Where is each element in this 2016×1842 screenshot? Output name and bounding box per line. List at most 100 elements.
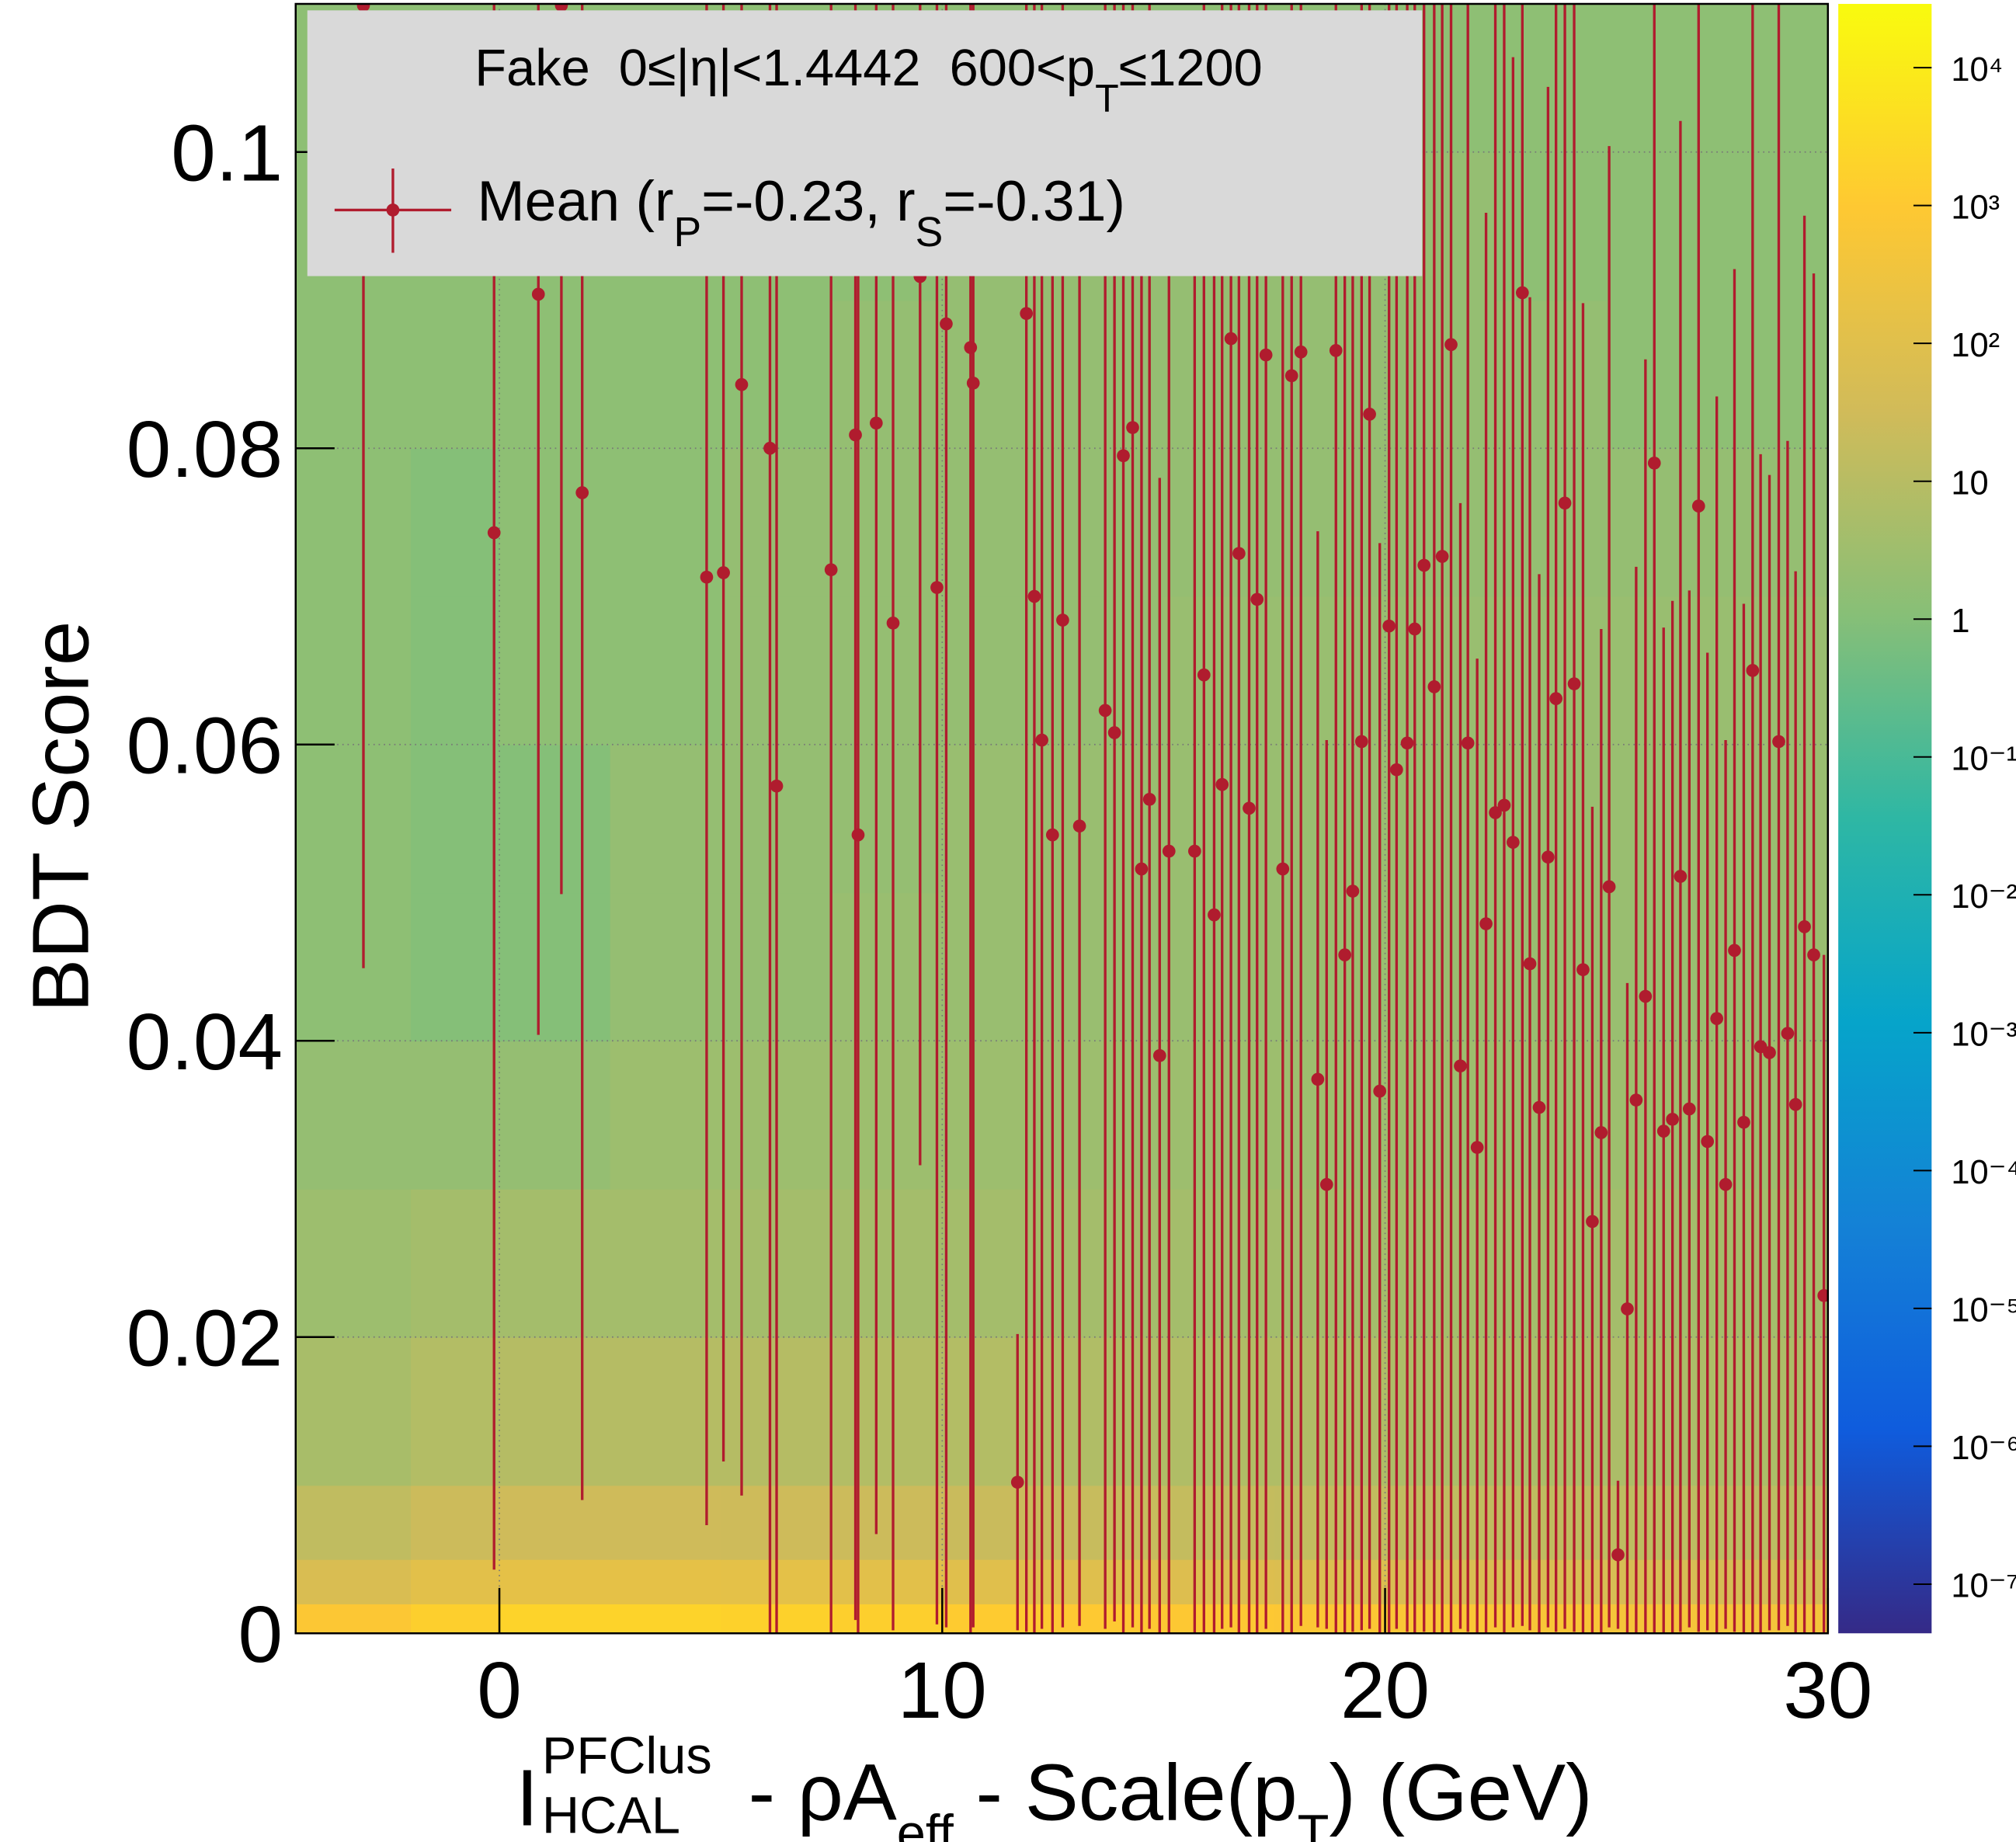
heat-cell <box>610 1041 722 1190</box>
heat-cell <box>1606 892 1719 1042</box>
heat-cell <box>295 1604 412 1634</box>
x-axis-title-part: - ρA <box>726 1747 897 1837</box>
heat-cell <box>831 1336 944 1486</box>
mean-point <box>1549 692 1563 705</box>
heat-cell <box>1052 300 1165 450</box>
heat-cell <box>411 1485 500 1560</box>
mean-point <box>1728 944 1741 957</box>
mean-point <box>1532 1100 1546 1114</box>
heat-cell <box>295 1559 412 1604</box>
mean-point <box>554 4 568 12</box>
mean-point <box>575 486 589 499</box>
legend-title: Fake 0≤|η|<1.4442 600<pT≤1200 <box>474 40 1262 120</box>
mean-point <box>1470 1141 1484 1154</box>
heat-cell <box>295 744 412 894</box>
mean-point <box>1135 862 1149 876</box>
mean-point <box>1576 963 1590 977</box>
heat-cell <box>411 448 500 597</box>
mean-point <box>1035 733 1048 747</box>
x-axis-title-sup: PFClus <box>542 1728 712 1785</box>
mean-point <box>930 581 944 594</box>
mean-point <box>1284 369 1298 383</box>
mean-point <box>1400 736 1414 750</box>
heat-cell <box>831 1189 944 1338</box>
heat-cell <box>1052 1604 1165 1634</box>
heat-cell <box>295 1041 412 1190</box>
mean-point <box>1045 828 1059 842</box>
heat-cell <box>411 1041 500 1190</box>
heat-cell <box>1606 596 1719 745</box>
mean-point <box>1454 1059 1467 1073</box>
heat-cell <box>942 448 1054 597</box>
heat-cell <box>831 596 944 745</box>
heat-cell <box>499 300 611 450</box>
heat-cell <box>1052 448 1165 597</box>
mean-point <box>1479 917 1493 930</box>
heat-cell <box>1606 1336 1719 1486</box>
heat-cell <box>1606 448 1719 597</box>
heat-cell <box>942 892 1054 1042</box>
heat-cell <box>411 744 500 894</box>
heat-cell <box>411 1189 500 1338</box>
mean-point <box>1461 736 1475 750</box>
heat-cell <box>295 892 412 1042</box>
mean-point <box>1243 801 1256 815</box>
x-tick-label: 10 <box>898 1645 987 1735</box>
mean-point <box>1311 1072 1325 1086</box>
mean-point <box>770 779 784 793</box>
y-tick-label: 0.08 <box>127 404 283 494</box>
legend-title-part: Fake 0≤|η|<1.4442 600<p <box>474 40 1095 97</box>
color-bar-label: 10² <box>1951 327 2000 364</box>
heat-cell <box>499 1041 611 1190</box>
heat-cell <box>831 1041 944 1190</box>
heat-cell <box>1606 151 1719 301</box>
heat-cell <box>295 1336 412 1486</box>
y-axis-title: BDT Score <box>16 621 106 1013</box>
x-tick-label: 0 <box>477 1645 522 1735</box>
x-tick-label: 30 <box>1783 1645 1872 1735</box>
heat-cell <box>499 892 611 1042</box>
mean-point <box>1027 589 1041 603</box>
heat-cell <box>499 1189 611 1338</box>
mean-point <box>1674 870 1688 883</box>
mean-point <box>1515 286 1529 300</box>
color-bar-label: 10⁻⁷ <box>1951 1568 2016 1605</box>
color-bar-label: 10⁴ <box>1951 51 2003 89</box>
mean-point <box>735 377 749 391</box>
heat-cell <box>610 1559 722 1604</box>
heat-cell <box>610 1336 722 1486</box>
mean-point <box>1719 1177 1733 1191</box>
heat-cell <box>610 1485 722 1560</box>
mean-point <box>1329 344 1343 357</box>
mean-point <box>1435 550 1449 563</box>
x-axis-title: - ρAeff - Scale(pT) (GeV) <box>726 1747 1593 1842</box>
heat-cell <box>1385 300 1496 450</box>
heat-cell <box>411 1336 500 1486</box>
mean-point <box>1162 844 1176 858</box>
heat-cell <box>1606 300 1719 450</box>
legend-title-part: ≤1200 <box>1119 40 1263 97</box>
x-axis-title-part: ) (GeV) <box>1329 1747 1592 1837</box>
heat-cell <box>499 1336 611 1486</box>
heat-cell <box>411 300 500 450</box>
mean-point <box>1489 806 1502 819</box>
heat-cell <box>610 596 722 745</box>
heat-cell <box>1385 1485 1496 1560</box>
mean-point <box>824 563 838 577</box>
mean-point <box>1666 1113 1679 1126</box>
heat-cell <box>610 1604 722 1634</box>
mean-point <box>1781 1027 1795 1041</box>
x-axis-title-sub: HCAL <box>542 1787 680 1842</box>
color-bar-label: 10⁻¹ <box>1951 740 2016 777</box>
heat-cell <box>411 1559 500 1604</box>
mean-point <box>1656 1124 1670 1138</box>
legend-title-sub: T <box>1095 77 1119 120</box>
heat-cell <box>1606 744 1719 894</box>
mean-point <box>1319 1177 1333 1191</box>
mean-point <box>1126 421 1139 434</box>
y-tick-label: 0.06 <box>127 700 283 790</box>
heat-cell <box>1385 892 1496 1042</box>
mean-point <box>1701 1135 1715 1149</box>
heat-cell <box>831 744 944 894</box>
heat-cell <box>1385 1559 1496 1604</box>
